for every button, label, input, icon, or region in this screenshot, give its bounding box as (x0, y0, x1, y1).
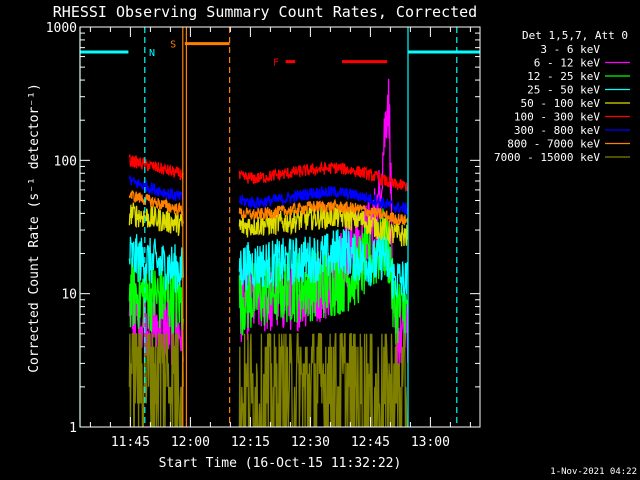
series-6-segment-0 (128, 175, 184, 201)
series-3-segment-1 (238, 228, 409, 302)
legend-label-1: 6 - 12 keV (534, 57, 601, 70)
series-7-segment-1 (238, 198, 409, 226)
plot-frame (79, 26, 481, 428)
series-7-segment-0 (128, 189, 184, 216)
y-tick-label: 1000 (46, 21, 77, 36)
legend-label-8: 7000 - 15000 keV (494, 151, 600, 164)
legend-label-5: 100 - 300 keV (514, 111, 600, 124)
legend-label-2: 12 - 25 keV (527, 70, 600, 83)
flag-label-N: N (149, 48, 155, 59)
series-6-segment-1 (238, 186, 409, 215)
series-8-segment-0 (128, 333, 184, 427)
series-3-segment-0 (128, 234, 184, 293)
y-tick-label: 10 (61, 288, 77, 303)
x-tick-label: 12:00 (171, 435, 210, 450)
y-tick-label: 100 (54, 154, 77, 169)
flag-layer: N S F (79, 27, 480, 427)
x-axis-label: Start Time (16-Oct-15 11:32:22) (159, 456, 402, 471)
footer-date: 1-Nov-2021 04:22 (550, 467, 637, 477)
series-8-segment-1 (238, 333, 408, 427)
x-tick-label: 12:15 (231, 435, 270, 450)
legend-label-4: 50 - 100 keV (521, 97, 601, 110)
series-5-segment-1 (238, 160, 409, 192)
flag-label-S: S (170, 40, 176, 51)
axis-layer: 1 10 100 1000 11:45 12:00 12:15 12:30 12:45 13:00 (46, 21, 480, 450)
legend-header: Det 1,5,7, Att 0 (522, 29, 628, 42)
series-4-segment-1 (238, 204, 409, 247)
x-tick-label: 12:45 (351, 435, 390, 450)
x-tick-label: 12:30 (291, 435, 330, 450)
chart-title: RHESSI Observing Summary Count Rates, Co… (53, 3, 477, 21)
series-5-segment-0 (128, 154, 184, 181)
series-4-segment-0 (128, 202, 184, 236)
legend-label-7: 800 - 7000 keV (507, 138, 600, 151)
legend-label-3: 25 - 50 keV (527, 84, 600, 97)
y-tick-label: 1 (69, 421, 77, 436)
series-2-segment-0 (128, 257, 184, 336)
y-axis-label: Corrected Count Rate (s⁻¹ detector⁻¹) (27, 83, 42, 373)
legend-label-6: 300 - 800 keV (514, 124, 600, 137)
flag-label-F: F (273, 58, 279, 69)
legend-label-0: 3 - 6 keV (540, 43, 600, 56)
series-layer (128, 78, 409, 427)
x-tick-label: 13:00 (411, 435, 450, 450)
x-tick-label: 11:45 (111, 435, 150, 450)
